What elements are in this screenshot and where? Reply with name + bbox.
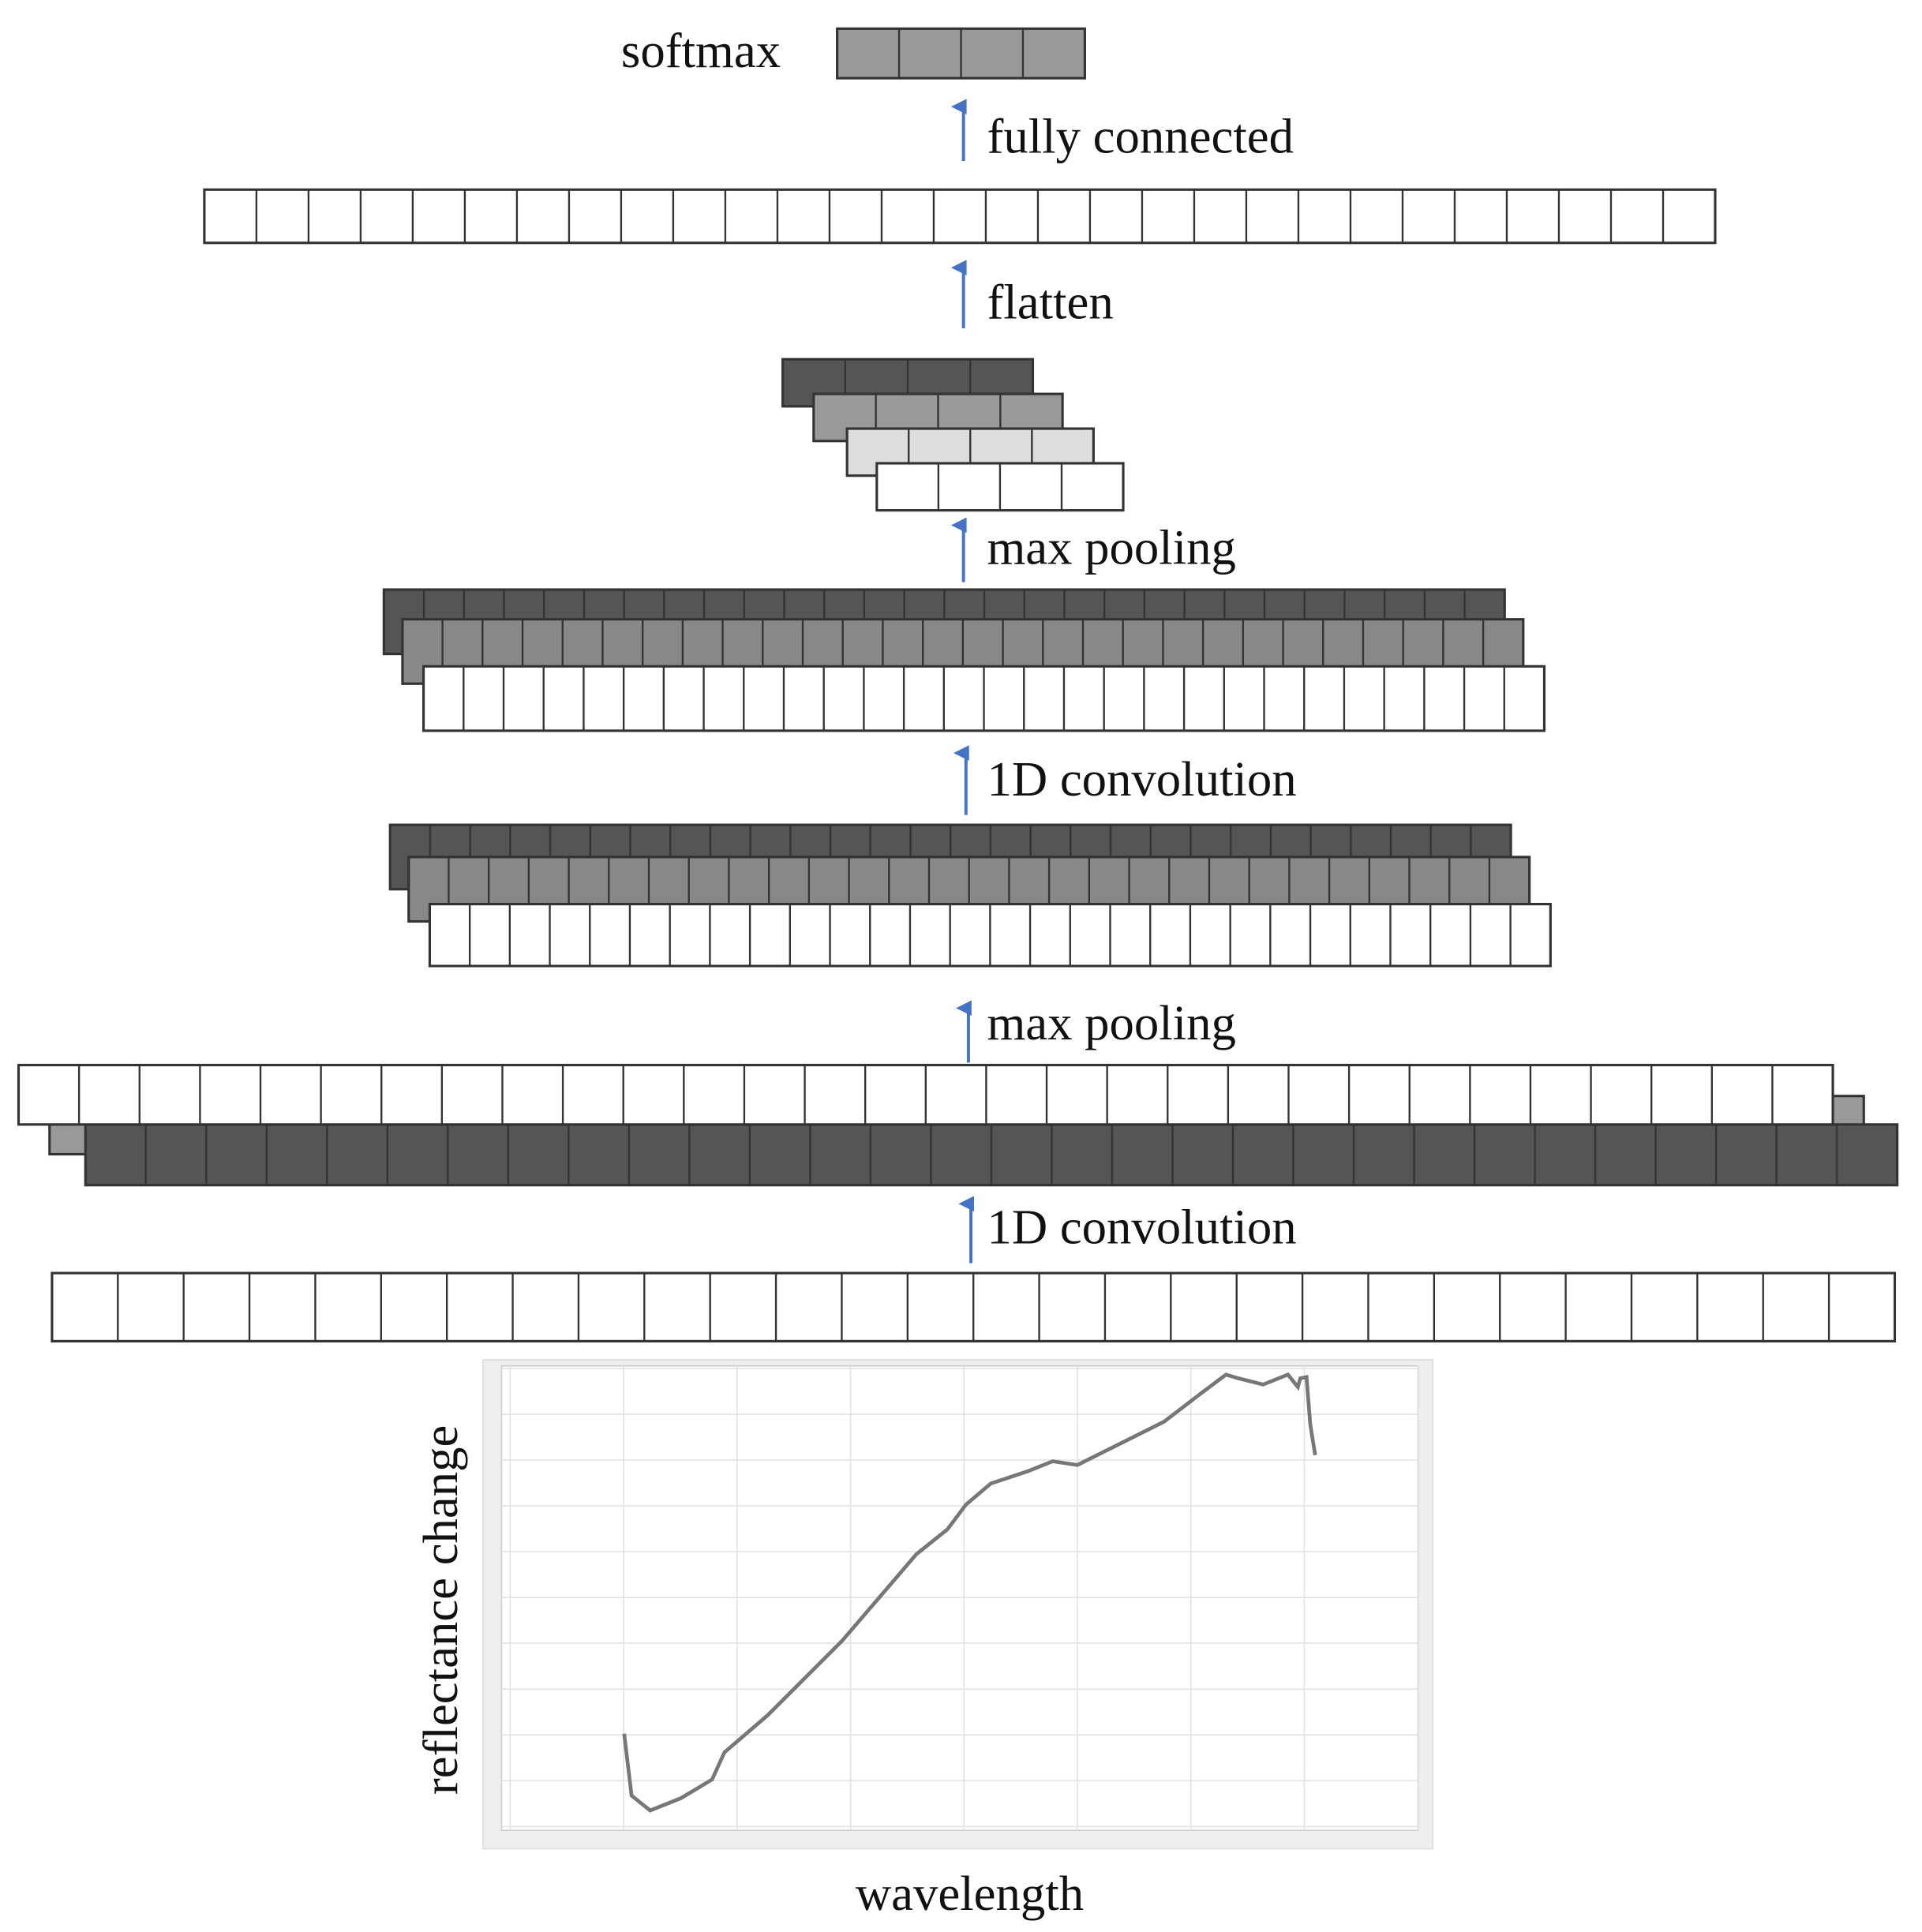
spectrum-curve (622, 1372, 1317, 1813)
spectrum-plot (482, 1359, 1434, 1850)
step-label: 1D convolution (987, 1200, 1296, 1255)
step-label: fully connected (987, 108, 1294, 163)
y-axis-label: reflectance change (413, 1425, 468, 1795)
arrows (950, 99, 974, 1264)
step-label: flatten (987, 275, 1113, 330)
step-label: max pooling (987, 519, 1235, 575)
x-axis-label: wavelength (856, 1866, 1084, 1921)
step-label: 1D convolution (987, 751, 1296, 807)
plot-grid (501, 1365, 1418, 1831)
output-label: softmax (621, 23, 781, 78)
cell-row (203, 188, 1717, 245)
layer-cells (17, 27, 1899, 1342)
step-label: max pooling (987, 995, 1235, 1050)
